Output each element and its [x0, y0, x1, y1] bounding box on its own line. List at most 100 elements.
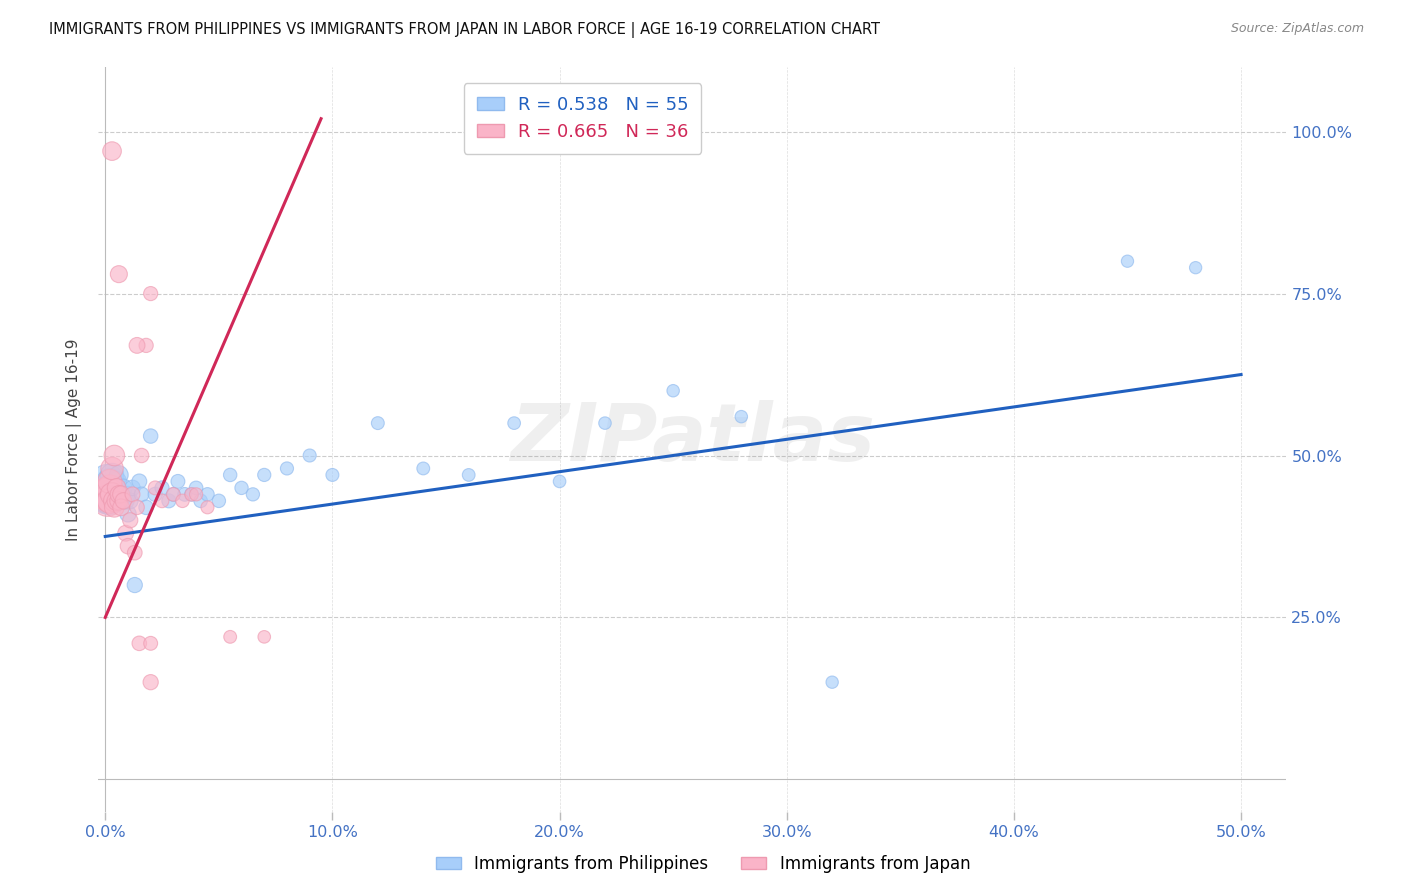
- Point: [96, 493, 118, 508]
- Legend: R = 0.538   N = 55, R = 0.665   N = 36: R = 0.538 N = 55, R = 0.665 N = 36: [464, 83, 702, 153]
- Point: [548, 475, 571, 489]
- Point: [117, 539, 139, 553]
- Point: [231, 481, 253, 495]
- Point: [276, 461, 298, 475]
- Point: [101, 461, 124, 475]
- Point: [121, 487, 143, 501]
- Point: [96, 487, 118, 501]
- Point: [180, 487, 202, 501]
- Point: [108, 493, 131, 508]
- Point: [96, 487, 118, 501]
- Point: [593, 416, 616, 430]
- Point: [98, 481, 121, 495]
- Point: [167, 475, 190, 489]
- Point: [367, 416, 389, 430]
- Point: [103, 493, 125, 508]
- Point: [108, 467, 131, 482]
- Point: [135, 500, 157, 515]
- Point: [101, 467, 124, 482]
- Point: [105, 493, 128, 508]
- Text: ZIPatlas: ZIPatlas: [510, 401, 875, 478]
- Point: [121, 481, 143, 495]
- Point: [242, 487, 264, 501]
- Point: [730, 409, 752, 424]
- Point: [110, 493, 132, 508]
- Point: [131, 449, 153, 463]
- Point: [98, 475, 121, 489]
- Point: [96, 487, 118, 501]
- Point: [108, 487, 131, 501]
- Point: [105, 493, 128, 508]
- Point: [103, 493, 125, 508]
- Point: [139, 675, 162, 690]
- Point: [117, 487, 139, 501]
- Point: [173, 487, 195, 501]
- Point: [162, 487, 184, 501]
- Point: [105, 475, 128, 489]
- Point: [98, 475, 121, 489]
- Point: [124, 546, 146, 560]
- Point: [298, 449, 321, 463]
- Point: [101, 144, 124, 158]
- Point: [157, 493, 180, 508]
- Point: [139, 286, 162, 301]
- Point: [662, 384, 685, 398]
- Point: [821, 675, 844, 690]
- Point: [124, 578, 146, 592]
- Point: [143, 487, 166, 501]
- Point: [190, 493, 212, 508]
- Point: [1116, 254, 1139, 268]
- Point: [150, 493, 173, 508]
- Point: [110, 500, 132, 515]
- Point: [180, 487, 202, 501]
- Point: [120, 493, 142, 508]
- Point: [103, 449, 125, 463]
- Point: [110, 487, 132, 501]
- Text: IMMIGRANTS FROM PHILIPPINES VS IMMIGRANTS FROM JAPAN IN LABOR FORCE | AGE 16-19 : IMMIGRANTS FROM PHILIPPINES VS IMMIGRANT…: [49, 22, 880, 38]
- Point: [96, 487, 118, 501]
- Y-axis label: In Labor Force | Age 16-19: In Labor Force | Age 16-19: [66, 338, 83, 541]
- Point: [503, 416, 526, 430]
- Point: [131, 487, 153, 501]
- Point: [197, 487, 219, 501]
- Legend: Immigrants from Philippines, Immigrants from Japan: Immigrants from Philippines, Immigrants …: [429, 848, 977, 880]
- Text: Source: ZipAtlas.com: Source: ZipAtlas.com: [1230, 22, 1364, 36]
- Point: [172, 493, 194, 508]
- Point: [253, 630, 276, 644]
- Point: [162, 487, 184, 501]
- Point: [114, 526, 136, 541]
- Point: [150, 481, 173, 495]
- Point: [108, 487, 131, 501]
- Point: [128, 636, 150, 650]
- Point: [105, 481, 128, 495]
- Point: [103, 481, 125, 495]
- Point: [135, 338, 157, 352]
- Point: [1184, 260, 1206, 275]
- Point: [103, 500, 125, 515]
- Point: [120, 513, 142, 527]
- Point: [208, 493, 231, 508]
- Point: [253, 467, 276, 482]
- Point: [139, 636, 162, 650]
- Point: [101, 487, 124, 501]
- Point: [98, 493, 121, 508]
- Point: [197, 500, 219, 515]
- Point: [219, 630, 242, 644]
- Point: [139, 429, 162, 443]
- Point: [98, 493, 121, 508]
- Point: [112, 481, 135, 495]
- Point: [412, 461, 434, 475]
- Point: [143, 481, 166, 495]
- Point: [457, 467, 479, 482]
- Point: [184, 487, 207, 501]
- Point: [96, 487, 118, 501]
- Point: [112, 493, 135, 508]
- Point: [108, 267, 131, 281]
- Point: [125, 500, 148, 515]
- Point: [101, 487, 124, 501]
- Point: [125, 338, 148, 352]
- Point: [184, 481, 207, 495]
- Point: [219, 467, 242, 482]
- Point: [117, 507, 139, 521]
- Point: [128, 475, 150, 489]
